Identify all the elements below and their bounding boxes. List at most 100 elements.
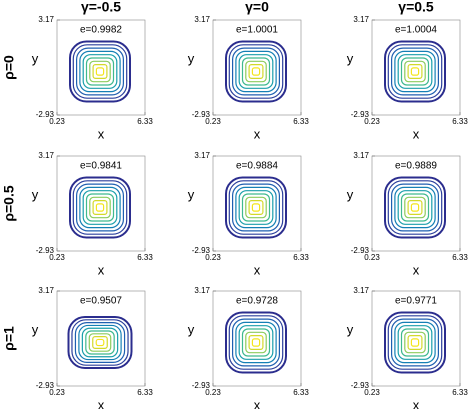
axes-box — [212, 19, 302, 116]
axes-box — [371, 19, 461, 116]
row-title: ρ=0.5 — [1, 185, 17, 222]
contour-line — [384, 311, 446, 374]
y-tick-label: 3.17 — [353, 15, 369, 24]
x-tick-label: 0.23 — [49, 388, 65, 397]
x-axis-label: x — [98, 262, 105, 277]
contour-line — [89, 60, 111, 83]
contour-line — [394, 321, 436, 364]
contour-line — [82, 190, 118, 225]
y-tick-label: 3.17 — [38, 151, 54, 160]
x-tick-label: 0.23 — [205, 388, 221, 397]
y-tick-label: -2.93 — [192, 381, 211, 390]
y-axis-label: y — [32, 51, 39, 66]
contour-line — [228, 44, 284, 99]
y-tick-label: -2.93 — [351, 381, 370, 390]
x-tick-label: 0.23 — [364, 117, 380, 126]
contour-center — [253, 205, 259, 210]
contour-line — [391, 183, 440, 232]
x-tick-label: 6.33 — [137, 388, 153, 397]
contour-line — [397, 325, 433, 360]
contour-line — [72, 44, 128, 99]
y-tick-label: -2.93 — [36, 246, 55, 255]
contour-line — [75, 183, 124, 232]
contour-line — [387, 315, 443, 370]
contour-line — [245, 60, 267, 83]
contour-line — [394, 50, 436, 93]
y-axis-label: y — [32, 322, 39, 337]
y-tick-label: 3.17 — [38, 15, 54, 24]
column-title: γ=0.5 — [398, 0, 434, 15]
contour-line — [75, 47, 124, 96]
contour-line — [74, 322, 126, 363]
x-tick-label: 6.33 — [293, 117, 309, 126]
contour-line — [79, 50, 121, 93]
contour-line — [85, 57, 115, 86]
contour-line — [78, 324, 122, 361]
contour-line — [81, 327, 119, 358]
contour-line — [384, 176, 446, 239]
contour-line — [407, 200, 423, 216]
contour-line — [394, 186, 436, 229]
contour-center — [97, 340, 103, 345]
contour-line — [88, 333, 112, 352]
contour-line — [228, 180, 284, 235]
contour-center — [412, 205, 418, 210]
axes-box — [56, 290, 146, 387]
contour-line — [400, 328, 430, 357]
annotation: e=0.9982 — [80, 25, 122, 36]
x-axis-label: x — [254, 126, 261, 141]
x-axis-label: x — [413, 262, 420, 277]
x-axis-label: x — [98, 126, 105, 141]
contour-line — [69, 40, 131, 103]
contour-line — [400, 57, 430, 86]
contour-line — [85, 330, 115, 355]
contour-line — [387, 180, 443, 235]
contour-line — [251, 203, 261, 212]
y-tick-label: -2.93 — [351, 110, 370, 119]
contour-line — [391, 47, 440, 96]
y-tick-label: 3.17 — [353, 286, 369, 295]
contour-line — [235, 186, 277, 229]
x-tick-label: 6.33 — [293, 253, 309, 262]
contour-line — [251, 338, 261, 347]
contour-line — [95, 67, 105, 76]
contour-center — [412, 69, 418, 74]
row-title: ρ=0 — [1, 55, 17, 80]
y-axis-label: y — [32, 187, 39, 202]
annotation: e=1.0004 — [395, 25, 437, 36]
contour-line — [232, 183, 281, 232]
contour-line — [79, 186, 121, 229]
y-tick-label: 3.17 — [38, 286, 54, 295]
x-tick-label: 0.23 — [364, 388, 380, 397]
y-axis-label: y — [188, 322, 195, 337]
x-tick-label: 0.23 — [49, 117, 65, 126]
annotation: e=0.9771 — [395, 296, 437, 307]
contour-line — [387, 44, 443, 99]
row-title: ρ=1 — [1, 326, 17, 351]
y-tick-label: 3.17 — [194, 151, 210, 160]
y-tick-label: -2.93 — [192, 246, 211, 255]
annotation: e=0.9728 — [236, 296, 278, 307]
x-tick-label: 6.33 — [452, 253, 468, 262]
y-axis-label: y — [347, 51, 354, 66]
contour-line — [225, 311, 287, 374]
x-tick-label: 6.33 — [452, 388, 468, 397]
y-tick-label: 3.17 — [194, 286, 210, 295]
axes-box — [371, 290, 461, 387]
contour-line — [89, 196, 111, 219]
contour-line — [232, 47, 281, 96]
x-tick-label: 0.23 — [205, 117, 221, 126]
contour-line — [400, 193, 430, 222]
contour-line — [397, 190, 433, 225]
contour-line — [95, 338, 105, 347]
y-axis-label: y — [188, 51, 195, 66]
column-title: γ=0 — [245, 0, 269, 15]
axes-box — [56, 155, 146, 252]
y-axis-label: y — [347, 187, 354, 202]
contour-center — [97, 69, 103, 74]
annotation: e=0.9507 — [80, 296, 122, 307]
y-tick-label: -2.93 — [351, 246, 370, 255]
contour-line — [384, 40, 446, 103]
contour-line — [235, 50, 277, 93]
column-title: γ=-0.5 — [81, 0, 121, 15]
